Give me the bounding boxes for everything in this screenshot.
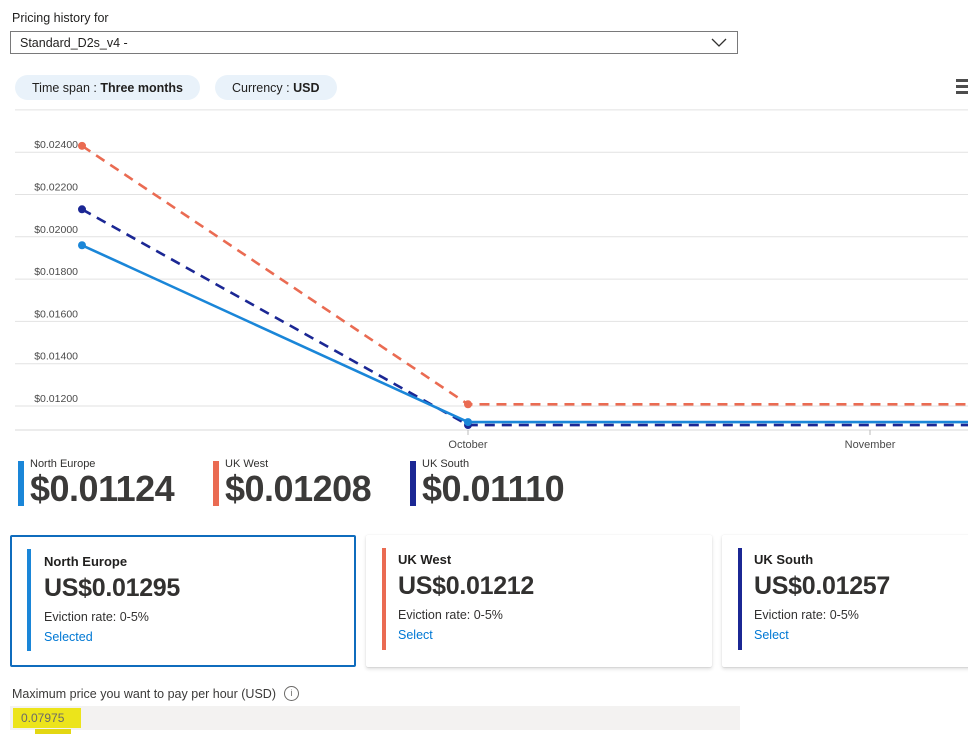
svg-text:$0.01800: $0.01800: [34, 266, 78, 278]
legend-region-price: $0.01124: [30, 468, 175, 509]
legend-region-name: UK West: [225, 458, 269, 470]
card-accent-bar: [382, 548, 386, 650]
svg-text:November: November: [845, 439, 896, 451]
card-price: US$0.01212: [398, 572, 535, 600]
region-card-uk-south[interactable]: UK South US$0.01257 Eviction rate: 0-5% …: [722, 535, 968, 667]
svg-text:$0.02200: $0.02200: [34, 182, 78, 194]
legend-item-north-europe: North Europe $0.01124: [18, 457, 175, 509]
legend-region-price: $0.01110: [422, 468, 565, 509]
chart-menu-icon[interactable]: [956, 79, 968, 97]
legend-region-price: $0.01208: [225, 468, 372, 509]
card-price: US$0.01295: [44, 574, 181, 602]
card-selected-link[interactable]: Selected: [44, 630, 93, 644]
max-price-value-highlighted: 0.07975: [13, 708, 82, 728]
time-span-value: Three months: [100, 80, 183, 95]
vm-size-dropdown-value: Standard_D2s_v4 -: [20, 35, 128, 50]
svg-text:October: October: [448, 439, 487, 451]
currency-pill[interactable]: Currency : USD: [214, 75, 337, 100]
legend-item-uk-south: UK South $0.01110: [410, 457, 565, 509]
highlight-marker-tail: [35, 729, 71, 734]
card-price: US$0.01257: [754, 572, 891, 600]
pricing-history-label: Pricing history for: [12, 11, 109, 25]
legend-color-bar: [18, 461, 24, 506]
svg-text:$0.01400: $0.01400: [34, 351, 78, 363]
svg-text:$0.02400: $0.02400: [34, 139, 78, 151]
card-eviction-rate: Eviction rate: 0-5%: [754, 608, 859, 622]
legend-item-uk-west: UK West $0.01208: [213, 457, 372, 509]
currency-label: Currency :: [231, 80, 294, 95]
currency-value: USD: [293, 80, 320, 95]
card-region-title: UK South: [754, 552, 814, 567]
card-accent-bar: [27, 549, 31, 651]
card-accent-bar: [738, 548, 742, 650]
card-eviction-rate: Eviction rate: 0-5%: [44, 610, 149, 624]
max-price-input[interactable]: 0.07975: [10, 706, 740, 730]
time-span-label: Time span :: [32, 80, 101, 95]
vm-size-dropdown[interactable]: Standard_D2s_v4 -: [10, 31, 738, 54]
info-icon[interactable]: [283, 686, 299, 701]
chevron-down-icon: [711, 38, 727, 47]
card-region-title: North Europe: [44, 554, 128, 569]
legend-region-name: North Europe: [30, 458, 96, 470]
card-region-title: UK West: [398, 552, 452, 567]
pricing-history-chart-svg: $0.02400 $0.02200 $0.02000 $0.01800 $0.01600…: [15, 109, 968, 451]
filter-pills: Time span : Three months Currency : USD: [15, 75, 337, 100]
region-cards: North Europe US$0.01295 Eviction rate: 0…: [0, 535, 968, 667]
region-card-north-europe[interactable]: North Europe US$0.01295 Eviction rate: 0…: [10, 535, 356, 667]
svg-text:$0.01200: $0.01200: [34, 393, 78, 405]
time-span-pill[interactable]: Time span : Three months: [15, 75, 200, 100]
legend-color-bar: [213, 461, 219, 506]
legend-region-name: UK South: [422, 458, 470, 470]
card-select-link[interactable]: Select: [754, 628, 789, 642]
svg-text:$0.02000: $0.02000: [34, 224, 78, 236]
max-price-label: Maximum price you want to pay per hour (…: [12, 686, 276, 701]
svg-text:$0.01600: $0.01600: [34, 308, 78, 320]
chart-legend: North Europe $0.01124 UK West $0.01208 U…: [0, 455, 968, 517]
card-eviction-rate: Eviction rate: 0-5%: [398, 608, 503, 622]
max-price-label-row: Maximum price you want to pay per hour (…: [12, 686, 299, 701]
region-card-uk-west[interactable]: UK West US$0.01212 Eviction rate: 0-5% S…: [366, 535, 712, 667]
card-select-link[interactable]: Select: [398, 628, 433, 642]
legend-color-bar: [410, 461, 416, 506]
pricing-history-chart: $0.02400 $0.02200 $0.02000 $0.01800 $0.01600…: [0, 108, 968, 455]
